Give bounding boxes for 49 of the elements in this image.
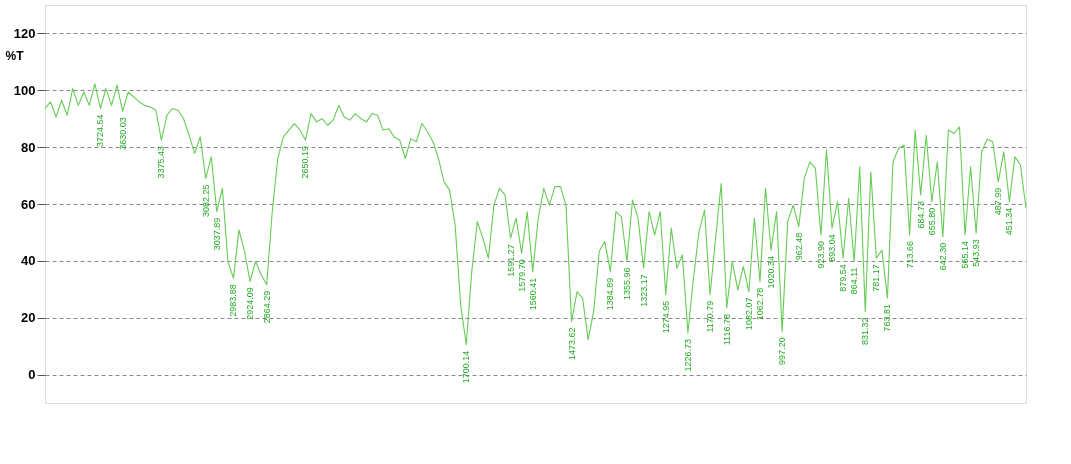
x-tick-label: 1082.07 xyxy=(743,297,754,331)
y-tick-label: 0 xyxy=(28,367,36,383)
x-tick-label: 1323.17 xyxy=(638,274,649,307)
y-tick-label: 20 xyxy=(21,310,36,326)
x-tick-label: 1226.73 xyxy=(682,339,693,372)
x-tick-label: 1591.27 xyxy=(505,244,516,277)
x-tick-label: 1473.62 xyxy=(566,327,577,360)
x-tick-label: 1355.96 xyxy=(621,267,632,300)
x-tick-label: 1560.41 xyxy=(527,277,538,311)
y-tick-label: 80 xyxy=(21,139,36,155)
y-axis-title: %T xyxy=(5,48,25,63)
x-tick-label: 997.20 xyxy=(777,337,788,365)
x-tick-label: 1700.14 xyxy=(461,350,472,384)
x-tick-label: 893.04 xyxy=(827,234,838,262)
y-tick-label: 120 xyxy=(13,25,36,41)
x-tick-label: 781.17 xyxy=(871,264,882,292)
x-tick-label: 1020.34 xyxy=(766,256,777,289)
x-tick-label: 3724.54 xyxy=(95,114,106,148)
x-tick-label: 923.90 xyxy=(815,240,826,269)
x-tick-label: 2983.88 xyxy=(228,284,239,317)
x-tick-label: 451.34 xyxy=(1004,207,1015,236)
x-tick-label: 713.66 xyxy=(904,240,915,269)
x-tick-label: 684.73 xyxy=(915,200,926,229)
x-tick-label: 565.14 xyxy=(960,240,971,269)
y-tick-label: 100 xyxy=(13,82,36,98)
x-tick-label: 879.54 xyxy=(838,264,849,292)
x-tick-label: 864.11 xyxy=(849,267,860,295)
x-tick-label: 1116.78 xyxy=(721,314,732,346)
x-tick-label: 2650.19 xyxy=(300,146,311,179)
x-tick-label: 763.81 xyxy=(882,304,893,332)
x-tick-label: 543.93 xyxy=(971,239,982,267)
x-tick-label: 1170.79 xyxy=(705,300,716,333)
y-tick-label: 40 xyxy=(21,253,36,269)
x-tick-label: 2924.09 xyxy=(245,287,256,320)
x-tick-label: 1384.89 xyxy=(605,277,616,311)
x-tick-label: 962.48 xyxy=(793,232,804,261)
x-tick-label: 1579.70 xyxy=(516,259,527,292)
x-tick-label: 655.80 xyxy=(926,207,937,236)
x-tick-label: 2864.29 xyxy=(261,290,272,324)
y-tick-label: 60 xyxy=(21,196,36,212)
x-tick-label: 1274.95 xyxy=(660,300,671,334)
x-tick-label: 3037.89 xyxy=(211,217,222,251)
x-tick-label: 3082.25 xyxy=(200,184,211,217)
x-tick-label: 3375.43 xyxy=(156,146,167,179)
x-tick-label: 642.30 xyxy=(937,242,948,271)
x-tick-label: 487.99 xyxy=(993,187,1004,216)
x-tick-label: 1062.78 xyxy=(754,287,765,321)
x-tick-label: 831.32 xyxy=(860,317,871,345)
x-tick-label: 3630.03 xyxy=(117,117,128,150)
